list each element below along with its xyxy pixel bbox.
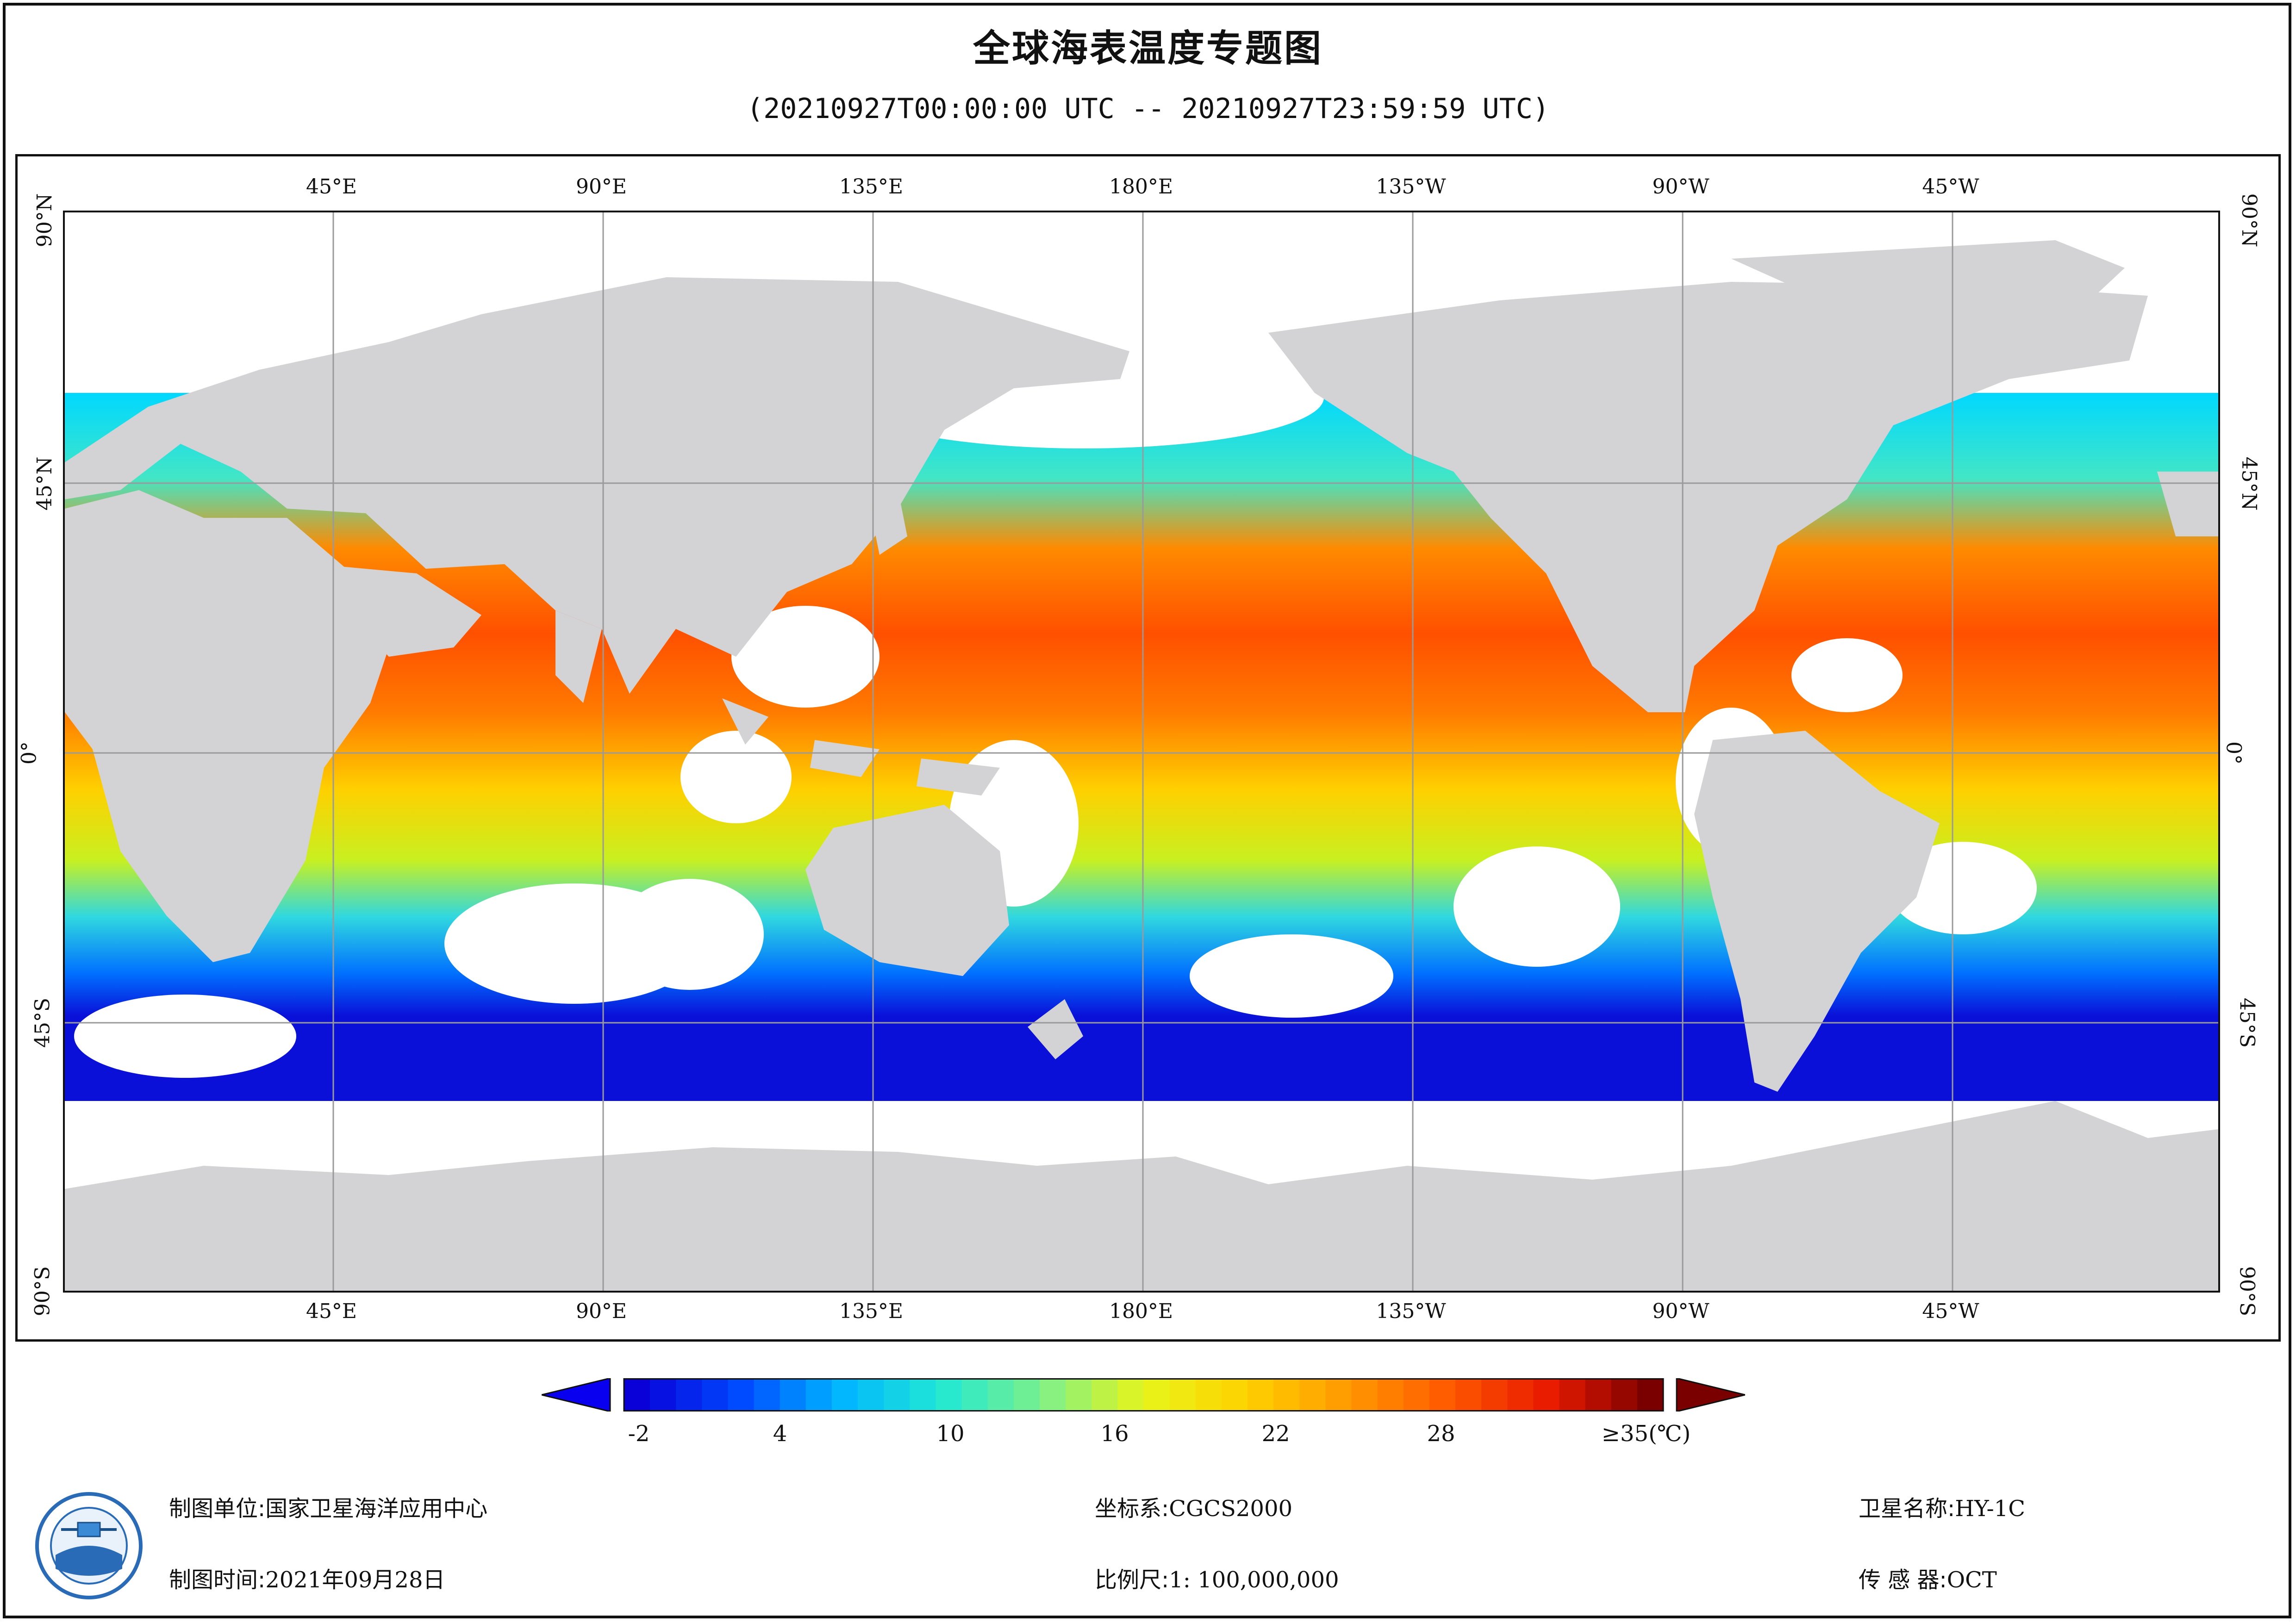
time-range: (20210927T00:00:00 UTC -- 20210927T23:59… <box>747 93 1549 125</box>
colorbar-cell <box>1507 1378 1534 1412</box>
colorbar-tick: 16 <box>1100 1421 1129 1447</box>
colorbar-cell <box>1403 1378 1430 1412</box>
colorbar-cell <box>1481 1378 1508 1412</box>
colorbar-cell <box>1040 1378 1067 1412</box>
colorbar-cell <box>1221 1378 1248 1412</box>
colorbar-max-arrow <box>1676 1378 1745 1412</box>
colorbar-tick: 4 <box>773 1421 787 1447</box>
colorbar-cell <box>1611 1378 1638 1412</box>
colorbar-cell <box>1325 1378 1352 1412</box>
lat-label-left: 45°N <box>32 456 56 511</box>
colorbar-cell <box>832 1378 859 1412</box>
colorbar-min-arrow <box>542 1378 611 1412</box>
coordinate-system: 坐标系:CGCS2000 <box>1095 1496 1293 1522</box>
lon-label-bottom: 45°W <box>1922 1300 1979 1323</box>
lat-label-left: 45°S <box>31 997 55 1048</box>
colorbar-border <box>623 1378 1664 1412</box>
lon-label-top: 90°W <box>1652 175 1710 199</box>
map-scale: 比例尺:1: 100,000,000 <box>1095 1567 1339 1593</box>
colorbar-cell <box>1299 1378 1326 1412</box>
lon-label-top: 135°W <box>1376 175 1446 199</box>
nsoas-logo-icon <box>35 1492 143 1599</box>
graticule <box>65 212 2218 1291</box>
colorbar-cell <box>1117 1378 1144 1412</box>
lon-label-bottom: 135°W <box>1376 1300 1446 1323</box>
lon-label-top: 45°E <box>306 175 357 199</box>
lat-label-left: 90°N <box>32 193 56 248</box>
lon-label-bottom: 180°E <box>1109 1300 1173 1323</box>
lat-label-left: 90°S <box>31 1266 55 1317</box>
colorbar-tick: ≥35(℃) <box>1601 1421 1691 1447</box>
sst-map[interactable] <box>63 211 2220 1293</box>
colorbar-cell <box>1637 1378 1664 1412</box>
production-date: 制图时间:2021年09月28日 <box>169 1567 445 1593</box>
lon-label-top: 180°E <box>1109 175 1173 199</box>
colorbar-cell <box>1585 1378 1612 1412</box>
colorbar-cell <box>1351 1378 1378 1412</box>
colorbar-cell <box>1013 1378 1040 1412</box>
colorbar-cell <box>624 1378 651 1412</box>
colorbar-cell <box>805 1378 832 1412</box>
colorbar <box>542 1378 1745 1412</box>
lon-label-bottom: 90°E <box>575 1300 627 1323</box>
lat-label-right: 0° <box>2221 741 2246 765</box>
page-frame <box>3 3 2291 1618</box>
producer: 制图单位:国家卫星海洋应用中心 <box>169 1496 488 1522</box>
colorbar-cell <box>961 1378 988 1412</box>
colorbar-cell <box>884 1378 911 1412</box>
colorbar-cell <box>702 1378 729 1412</box>
colorbar-cell <box>1377 1378 1404 1412</box>
colorbar-tick: 22 <box>1261 1421 1290 1447</box>
colorbar-cell <box>1066 1378 1092 1412</box>
lat-label-right: 90°S <box>2235 1266 2259 1317</box>
lon-label-bottom: 45°E <box>306 1300 357 1323</box>
colorbar-cell <box>728 1378 755 1412</box>
colorbar-cell <box>1195 1378 1222 1412</box>
lon-label-top: 90°E <box>575 175 627 199</box>
lat-label-left: 0° <box>17 741 41 765</box>
lat-label-right: 45°S <box>2235 997 2259 1048</box>
map-title: 全球海表温度专题图 <box>973 27 1323 70</box>
lon-label-top: 45°W <box>1922 175 1979 199</box>
colorbar-cell <box>910 1378 936 1412</box>
sensor-name: 传 感 器:OCT <box>1859 1567 1997 1593</box>
colorbar-cell <box>1092 1378 1118 1412</box>
map-outer-frame <box>15 154 2281 1342</box>
colorbar-cell <box>676 1378 703 1412</box>
colorbar-tick: 10 <box>936 1421 965 1447</box>
colorbar-cell <box>780 1378 806 1412</box>
lon-label-bottom: 90°W <box>1652 1300 1710 1323</box>
colorbar-cell <box>1429 1378 1456 1412</box>
colorbar-cells <box>623 1378 1664 1412</box>
colorbar-cell <box>1169 1378 1196 1412</box>
colorbar-cell <box>1248 1378 1274 1412</box>
colorbar-cell <box>987 1378 1014 1412</box>
colorbar-cell <box>858 1378 885 1412</box>
lat-label-right: 90°N <box>2237 193 2261 248</box>
colorbar-cell <box>1143 1378 1170 1412</box>
colorbar-cell <box>1533 1378 1560 1412</box>
lon-label-bottom: 135°E <box>839 1300 904 1323</box>
colorbar-cell <box>650 1378 677 1412</box>
colorbar-tick: -2 <box>628 1421 650 1447</box>
colorbar-cell <box>754 1378 780 1412</box>
satellite-name: 卫星名称:HY-1C <box>1859 1496 2025 1522</box>
colorbar-tick: 28 <box>1427 1421 1455 1447</box>
lat-label-right: 45°N <box>2237 456 2261 511</box>
lon-label-top: 135°E <box>839 175 904 199</box>
colorbar-cell <box>936 1378 962 1412</box>
colorbar-cell <box>1559 1378 1586 1412</box>
sst-map-canvas <box>65 212 2218 1291</box>
colorbar-cell <box>1273 1378 1300 1412</box>
colorbar-cell <box>1455 1378 1482 1412</box>
